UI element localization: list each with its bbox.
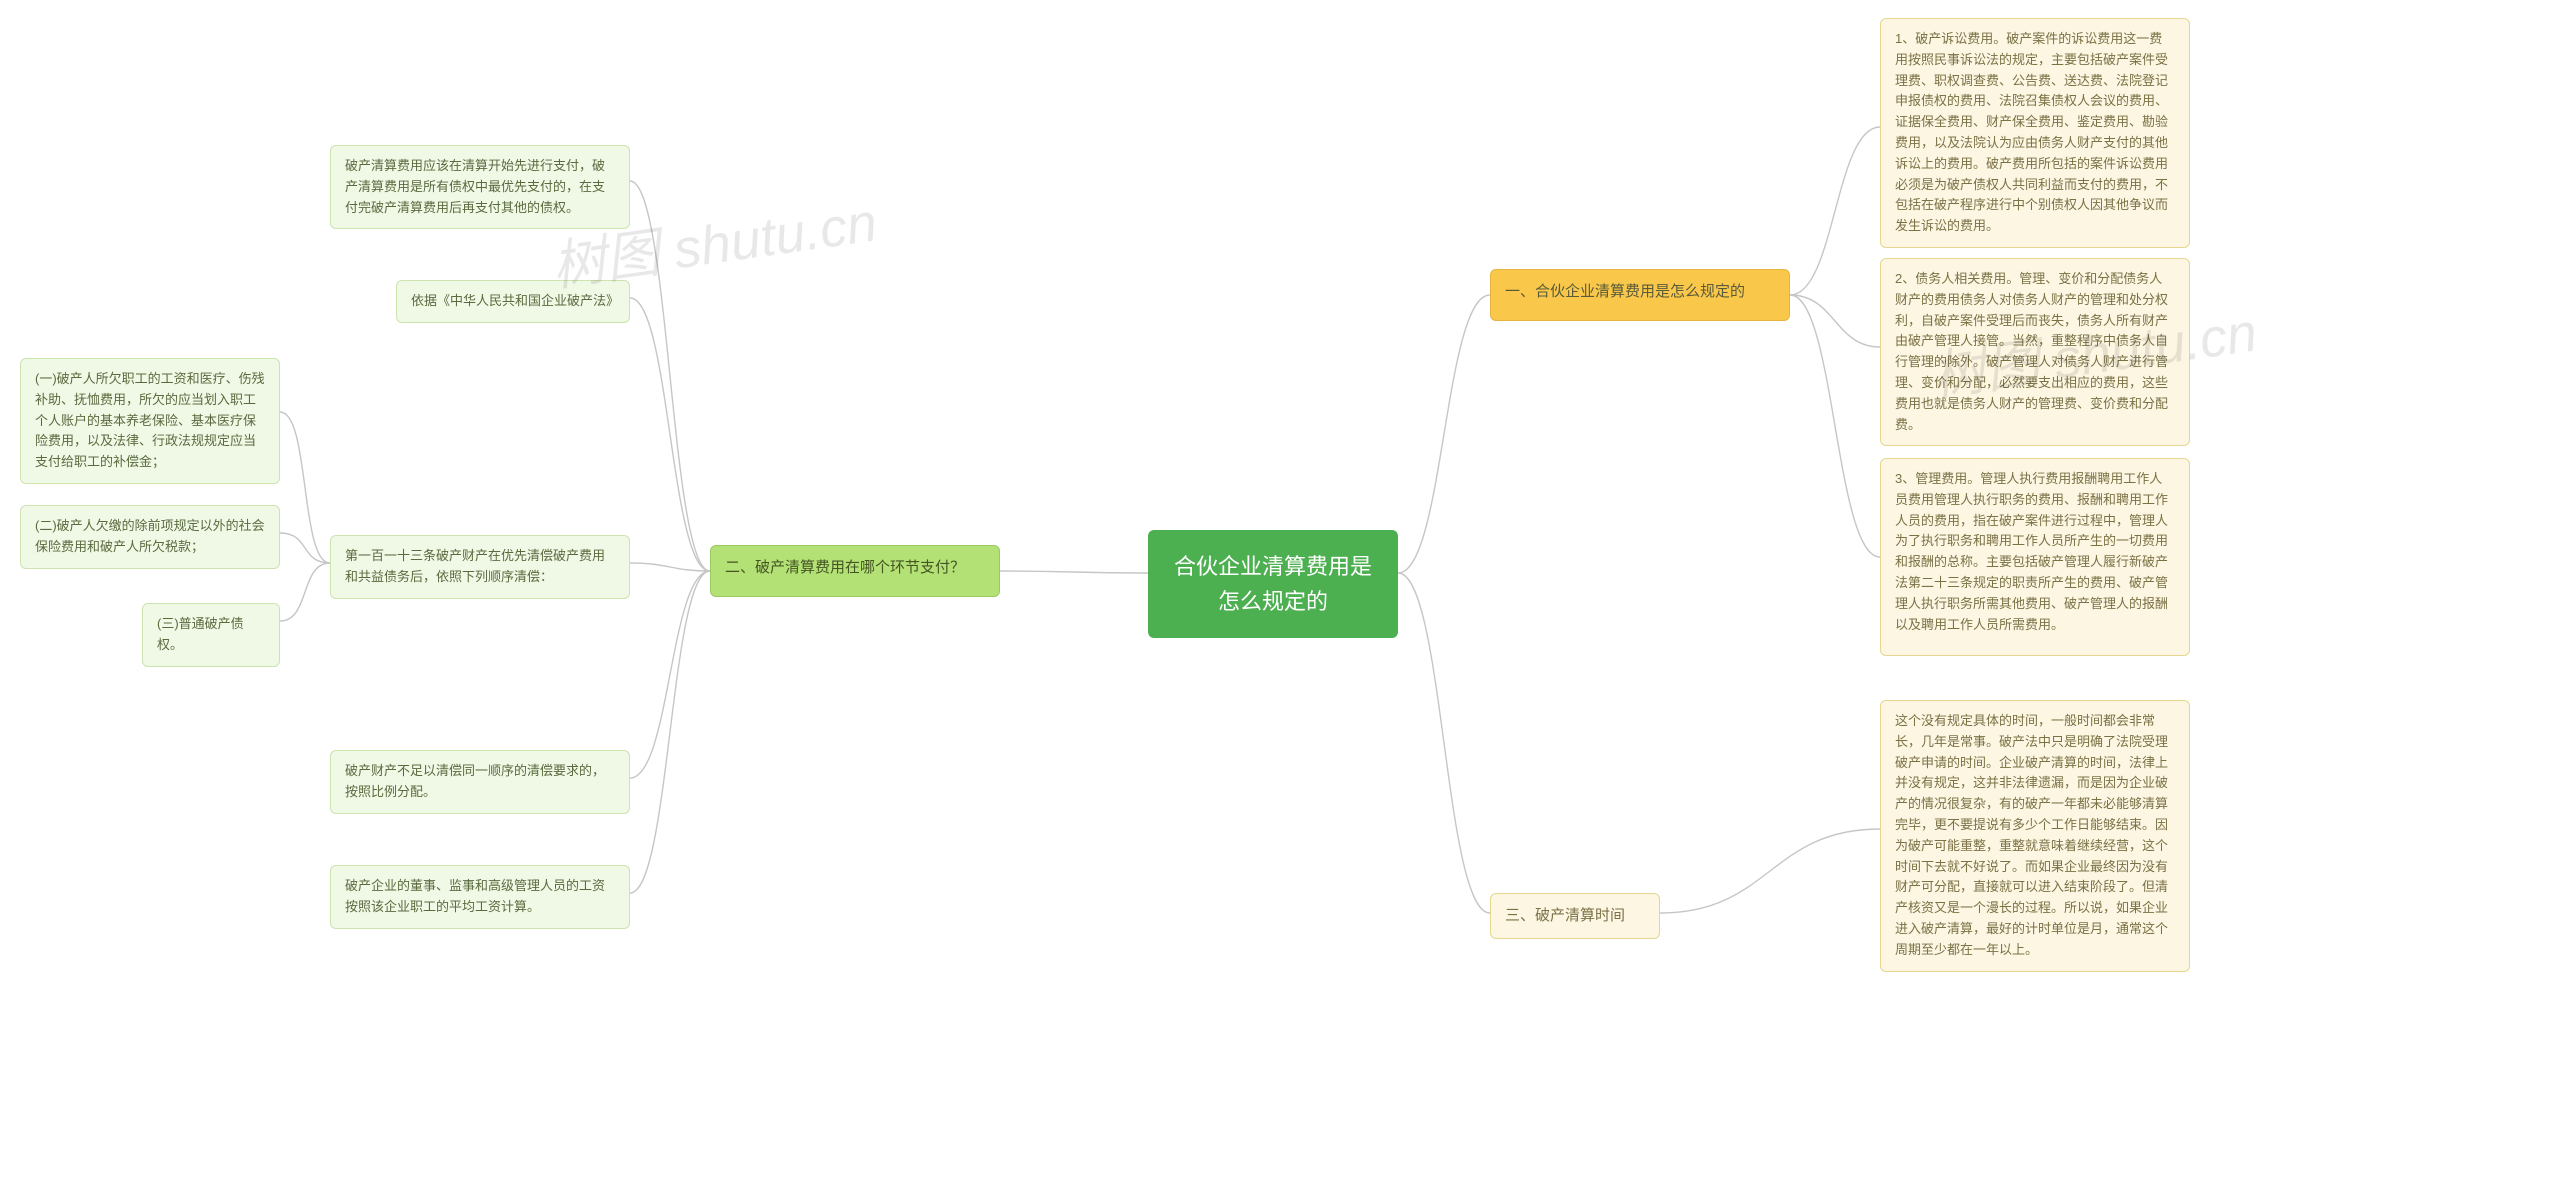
node-b1_2[interactable]: 2、债务人相关费用。管理、变价和分配债务人财产的费用债务人对债务人财产的管理和处… — [1880, 258, 2190, 446]
node-b3[interactable]: 三、破产清算时间 — [1490, 893, 1660, 939]
node-b3_1[interactable]: 这个没有规定具体的时间，一般时间都会非常长，几年是常事。破产法中只是明确了法院受… — [1880, 700, 2190, 972]
node-b2_3_1[interactable]: (一)破产人所欠职工的工资和医疗、伤残补助、抚恤费用，所欠的应当划入职工个人账户… — [20, 358, 280, 484]
node-b2[interactable]: 二、破产清算费用在哪个环节支付？ — [710, 545, 1000, 597]
node-b2_4[interactable]: 破产财产不足以清偿同一顺序的清偿要求的，按照比例分配。 — [330, 750, 630, 814]
node-b2_3_3[interactable]: (三)普通破产债权。 — [142, 603, 280, 667]
node-b2_2[interactable]: 依据《中华人民共和国企业破产法》 — [396, 280, 630, 323]
node-b1_3[interactable]: 3、管理费用。管理人执行费用报酬聘用工作人员费用管理人执行职务的费用、报酬和聘用… — [1880, 458, 2190, 656]
node-b2_5[interactable]: 破产企业的董事、监事和高级管理人员的工资按照该企业职工的平均工资计算。 — [330, 865, 630, 929]
node-b2_1[interactable]: 破产清算费用应该在清算开始先进行支付，破产清算费用是所有债权中最优先支付的，在支… — [330, 145, 630, 229]
node-b2_3[interactable]: 第一百一十三条破产财产在优先清偿破产费用和共益债务后，依照下列顺序清偿： — [330, 535, 630, 599]
node-root[interactable]: 合伙企业清算费用是怎么规定的 — [1148, 530, 1398, 638]
node-b1_1[interactable]: 1、破产诉讼费用。破产案件的诉讼费用这一费用按照民事诉讼法的规定，主要包括破产案… — [1880, 18, 2190, 248]
node-b1[interactable]: 一、合伙企业清算费用是怎么规定的 — [1490, 269, 1790, 321]
node-b2_3_2[interactable]: (二)破产人欠缴的除前项规定以外的社会保险费用和破产人所欠税款； — [20, 505, 280, 569]
